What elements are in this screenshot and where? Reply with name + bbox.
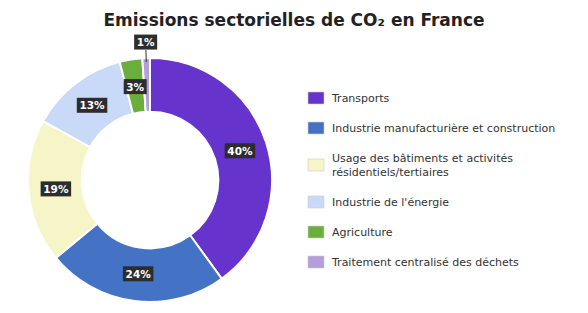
data-label: 19% bbox=[43, 183, 69, 195]
label-box bbox=[225, 143, 256, 158]
legend-entry: Agriculture bbox=[332, 226, 393, 239]
data-label: 1% bbox=[137, 36, 155, 48]
wedge bbox=[43, 62, 133, 147]
title: Emissions sectorielles de CO₂ en France bbox=[103, 10, 484, 30]
legend-swatch bbox=[308, 256, 324, 268]
legend-swatch bbox=[308, 122, 324, 134]
legend-swatch bbox=[308, 196, 324, 208]
chart-svg: Emissions sectorielles de CO₂ en France 4… bbox=[0, 0, 588, 313]
legend: Transports Industrie manufacturière et co… bbox=[308, 92, 555, 269]
label-box bbox=[123, 266, 154, 281]
legend-swatch bbox=[308, 226, 324, 238]
legend-entry: Traitement centralisé des déchets bbox=[331, 256, 519, 269]
legend-entry: Usage des bâtiments et activitésrésident… bbox=[332, 152, 513, 179]
legend-entry: Transports bbox=[331, 92, 390, 105]
label-box bbox=[41, 181, 71, 196]
legend-entry: Industrie manufacturière et construction bbox=[332, 122, 555, 135]
data-label: 24% bbox=[126, 268, 152, 280]
label-box bbox=[124, 79, 147, 94]
data-label: 13% bbox=[79, 99, 105, 111]
legend-swatch bbox=[308, 92, 324, 104]
data-label: 3% bbox=[126, 81, 144, 93]
data-label: 40% bbox=[227, 145, 253, 157]
data-labels: 40% 24% 19% 13% 3% 1% bbox=[41, 35, 256, 282]
label-box bbox=[134, 35, 157, 50]
legend-entry: Industrie de l'énergie bbox=[332, 196, 449, 209]
wedges bbox=[28, 58, 272, 302]
label-box bbox=[77, 98, 108, 113]
label-leader bbox=[145, 50, 146, 62]
wedge bbox=[120, 58, 146, 114]
legend-swatch bbox=[308, 159, 324, 171]
chart-container: Emissions sectorielles de CO₂ en France 4… bbox=[0, 0, 588, 313]
